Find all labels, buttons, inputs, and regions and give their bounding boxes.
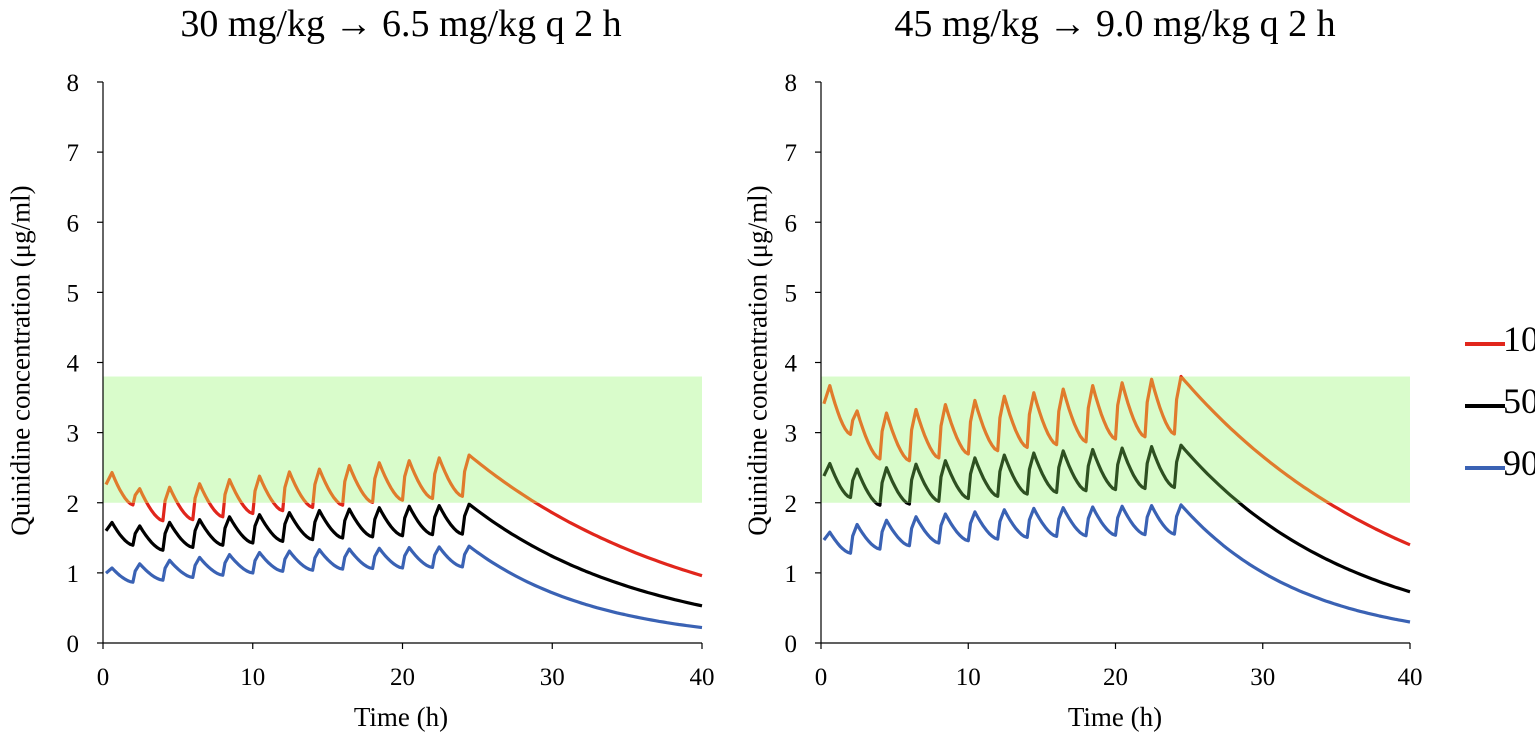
x-tick-label: 30 — [540, 664, 565, 691]
y-tick-label: 1 — [785, 561, 798, 588]
legend-swatch-50 — [1465, 404, 1505, 408]
y-tick-label: 6 — [785, 210, 798, 237]
x-axis-label-right: Time (h) — [1067, 702, 1163, 732]
series-line-inband-10pct — [104, 453, 539, 503]
y-tick-label: 2 — [785, 491, 798, 518]
y-tick-label: 5 — [785, 280, 798, 307]
x-tick-label: 0 — [97, 664, 110, 691]
y-tick-label: 4 — [785, 351, 798, 378]
y-tick-label: 8 — [67, 70, 80, 97]
x-tick-label: 10 — [240, 664, 265, 691]
y-tick-label: 0 — [785, 631, 798, 658]
series-line-90pct — [104, 544, 703, 630]
y-tick-label: 0 — [67, 631, 80, 658]
y-tick-label: 2 — [67, 491, 80, 518]
x-tick-label: 20 — [390, 664, 415, 691]
legend-label-90: 90% — [1503, 443, 1535, 483]
legend-label-50: 50% — [1503, 381, 1535, 421]
legend: 10% 50% 90% — [1465, 318, 1535, 504]
legend-swatch-10 — [1465, 342, 1505, 346]
series-line-90pct — [822, 503, 1411, 624]
legend-swatch-90 — [1465, 466, 1505, 470]
x-tick-label: 40 — [690, 664, 715, 691]
legend-item-90: 90% — [1465, 442, 1535, 504]
chart-title-right: 45 mg/kg → 9.0 mg/kg q 2 h — [894, 3, 1336, 45]
legend-item-50: 50% — [1465, 380, 1535, 442]
series-line-inband-10pct — [822, 376, 1332, 503]
legend-item-10: 10% — [1465, 318, 1535, 380]
x-tick-label: 20 — [1103, 664, 1128, 691]
y-tick-label: 3 — [67, 421, 80, 448]
x-tick-label: 0 — [815, 664, 828, 691]
x-axis-label-left: Time (h) — [353, 702, 449, 732]
y-tick-label: 7 — [785, 140, 798, 167]
x-tick-label: 10 — [956, 664, 981, 691]
y-tick-label: 5 — [67, 280, 80, 307]
therapeutic-band — [103, 376, 702, 503]
y-tick-label: 8 — [785, 70, 798, 97]
x-tick-label: 30 — [1250, 664, 1275, 691]
y-tick-label: 6 — [67, 210, 80, 237]
series-line-inband-50pct — [822, 443, 1242, 503]
y-tick-label: 7 — [67, 140, 80, 167]
y-tick-label: 3 — [785, 421, 798, 448]
x-tick-label: 40 — [1398, 664, 1423, 691]
legend-label-10: 10% — [1503, 319, 1535, 359]
y-tick-label: 4 — [67, 351, 80, 378]
chart-title-left: 30 mg/kg → 6.5 mg/kg q 2 h — [180, 3, 622, 45]
series-line-50pct — [104, 502, 703, 608]
y-tick-label: 1 — [67, 561, 80, 588]
